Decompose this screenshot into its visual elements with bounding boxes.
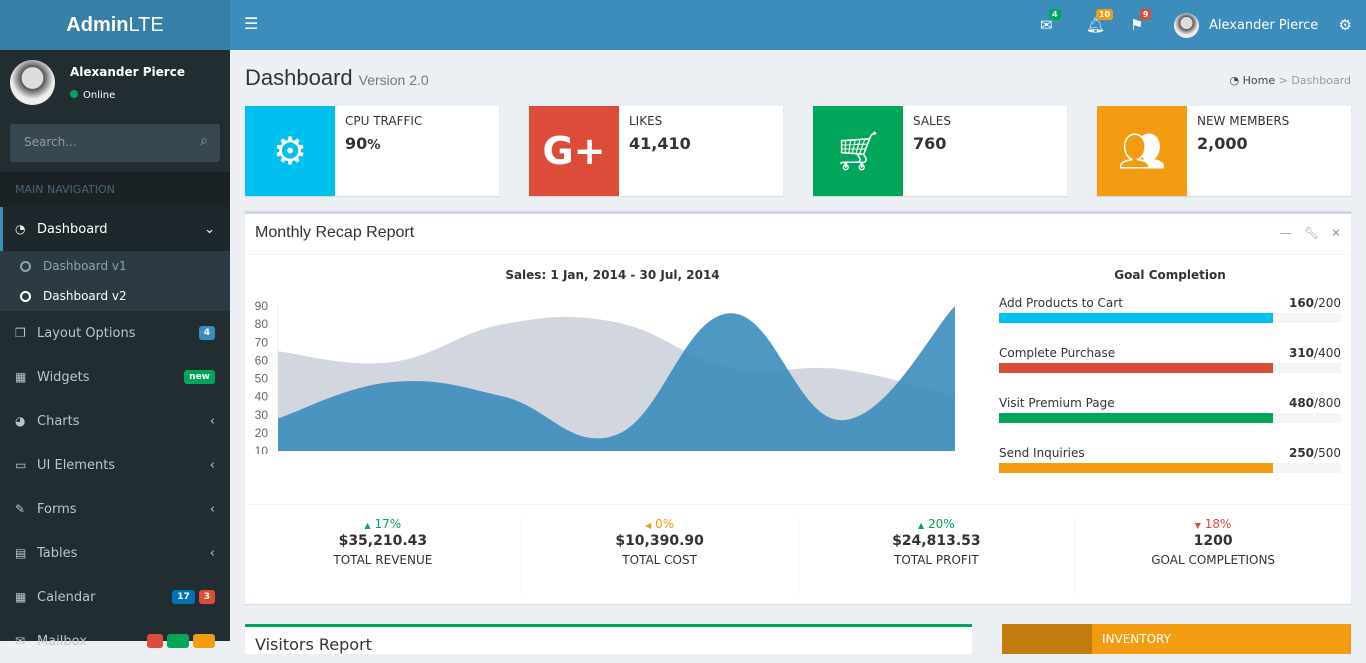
sidebar-item-tables[interactable]: ▤Tables‹ bbox=[0, 531, 230, 575]
wrench-icon[interactable]: 🔧︎ bbox=[1304, 226, 1319, 240]
notifications-bell-icon[interactable]: 🔔︎10 bbox=[1086, 16, 1105, 34]
y-tick-label: 70 bbox=[255, 335, 269, 349]
chevron-left-icon: ‹ bbox=[210, 546, 215, 561]
messages-icon[interactable]: ✉4 bbox=[1040, 16, 1053, 34]
edit-icon: ✎ bbox=[15, 502, 37, 516]
monthly-recap-report: Monthly Recap Report — 🔧︎ ✕ Sales: 1 Jan, … bbox=[245, 211, 1351, 604]
avatar bbox=[10, 60, 55, 105]
progress-fill bbox=[999, 313, 1273, 323]
progress-fill bbox=[999, 463, 1273, 473]
dashboard-submenu: Dashboard v1 Dashboard v2 bbox=[0, 251, 230, 311]
sales-area-chart: 102030405060708090JanuaryFebruaryMarchAp… bbox=[245, 294, 985, 454]
visitors-report-box: Visitors Report bbox=[245, 624, 972, 654]
nav-header: MAIN NAVIGATION bbox=[0, 172, 230, 207]
user-panel: Alexander Pierce Online bbox=[0, 50, 230, 120]
sidebar-item-mailbox[interactable]: ✉Mailbox bbox=[0, 619, 230, 663]
caret-down-icon: ▼ bbox=[1195, 521, 1201, 530]
sidebar-item-dashboard-v1[interactable]: Dashboard v1 bbox=[0, 251, 230, 281]
y-tick-label: 40 bbox=[255, 390, 269, 404]
pie-chart-icon: ◕ bbox=[15, 414, 37, 428]
tasks-flag-icon[interactable]: ⚑9 bbox=[1130, 16, 1143, 34]
dashboard-icon: ◔ bbox=[15, 222, 37, 236]
breadcrumb: ◔ Home > Dashboard bbox=[1230, 74, 1352, 87]
progress-fill bbox=[999, 413, 1273, 423]
y-tick-label: 80 bbox=[255, 317, 269, 331]
logo[interactable]: AdminLTE bbox=[0, 0, 230, 50]
y-tick-label: 50 bbox=[255, 372, 269, 386]
chevron-left-icon: ‹ bbox=[210, 502, 215, 517]
progress-bar bbox=[999, 463, 1341, 473]
caret-up-icon: ▲ bbox=[918, 521, 924, 530]
tag-icon bbox=[1002, 624, 1092, 654]
y-tick-label: 10 bbox=[255, 444, 269, 454]
files-icon: ❐ bbox=[15, 326, 37, 340]
y-tick-label: 90 bbox=[255, 299, 269, 313]
y-tick-label: 20 bbox=[255, 426, 269, 440]
laptop-icon: ▭ bbox=[15, 458, 37, 472]
calendar-icon: ▦ bbox=[15, 590, 37, 604]
sidebar-search-input[interactable]: Search...⌕ bbox=[10, 124, 220, 162]
sidebar-item-dashboard-v2[interactable]: Dashboard v2 bbox=[0, 281, 230, 311]
chart-title: Sales: 1 Jan, 2014 - 30 Jul, 2014 bbox=[245, 268, 980, 282]
sidebar-toggle-icon[interactable]: ☰ bbox=[244, 14, 258, 33]
chevron-left-icon: ‹ bbox=[210, 414, 215, 429]
shopping-cart-icon: 🛒︎ bbox=[813, 106, 903, 196]
close-icon[interactable]: ✕ bbox=[1331, 226, 1341, 240]
avatar bbox=[1174, 13, 1199, 38]
envelope-icon: ✉ bbox=[15, 634, 37, 648]
top-navbar: ☰ ✉4 🔔︎10 ⚑9 Alexander Pierce ⚙ bbox=[230, 0, 1366, 50]
users-icon: 👥︎ bbox=[1097, 106, 1187, 196]
sidebar-item-forms[interactable]: ✎Forms‹ bbox=[0, 487, 230, 531]
table-icon: ▤ bbox=[15, 546, 37, 560]
progress-bar bbox=[999, 363, 1341, 373]
caret-up-icon: ▲ bbox=[365, 521, 371, 530]
sidebar-item-charts[interactable]: ◕Charts‹ bbox=[0, 399, 230, 443]
gears-icon[interactable]: ⚙ bbox=[1339, 16, 1352, 34]
chevron-down-icon: ⌄ bbox=[204, 222, 215, 237]
circle-icon bbox=[20, 291, 31, 302]
dashboard-icon: ◔ bbox=[1230, 74, 1243, 87]
google-plus-icon: G+ bbox=[529, 106, 619, 196]
box-title: Monthly Recap Report bbox=[255, 224, 414, 242]
caret-left-icon: ◀ bbox=[645, 521, 651, 530]
grid-icon: ▦ bbox=[15, 370, 37, 384]
progress-bar bbox=[999, 413, 1341, 423]
status: Online bbox=[70, 90, 115, 101]
chevron-left-icon: ‹ bbox=[210, 458, 215, 473]
minimize-icon[interactable]: — bbox=[1280, 226, 1292, 240]
online-dot-icon bbox=[70, 90, 78, 98]
breadcrumb-home[interactable]: Home bbox=[1243, 74, 1275, 87]
gear-icon: ⚙ bbox=[245, 106, 335, 196]
search-icon[interactable]: ⌕ bbox=[200, 133, 208, 149]
inventory-box: INVENTORY bbox=[1002, 624, 1351, 654]
y-tick-label: 30 bbox=[255, 408, 269, 422]
circle-icon bbox=[20, 261, 31, 272]
y-tick-label: 60 bbox=[255, 353, 269, 367]
sidebar-item-ui-elements[interactable]: ▭UI Elements‹ bbox=[0, 443, 230, 487]
sidebar-item-dashboard[interactable]: ◔Dashboard⌄ bbox=[0, 207, 230, 251]
progress-fill bbox=[999, 363, 1273, 373]
progress-bar bbox=[999, 313, 1341, 323]
sidebar: Alexander Pierce Online Search...⌕ MAIN … bbox=[0, 50, 230, 641]
user-menu[interactable]: Alexander Pierce bbox=[1174, 13, 1318, 38]
